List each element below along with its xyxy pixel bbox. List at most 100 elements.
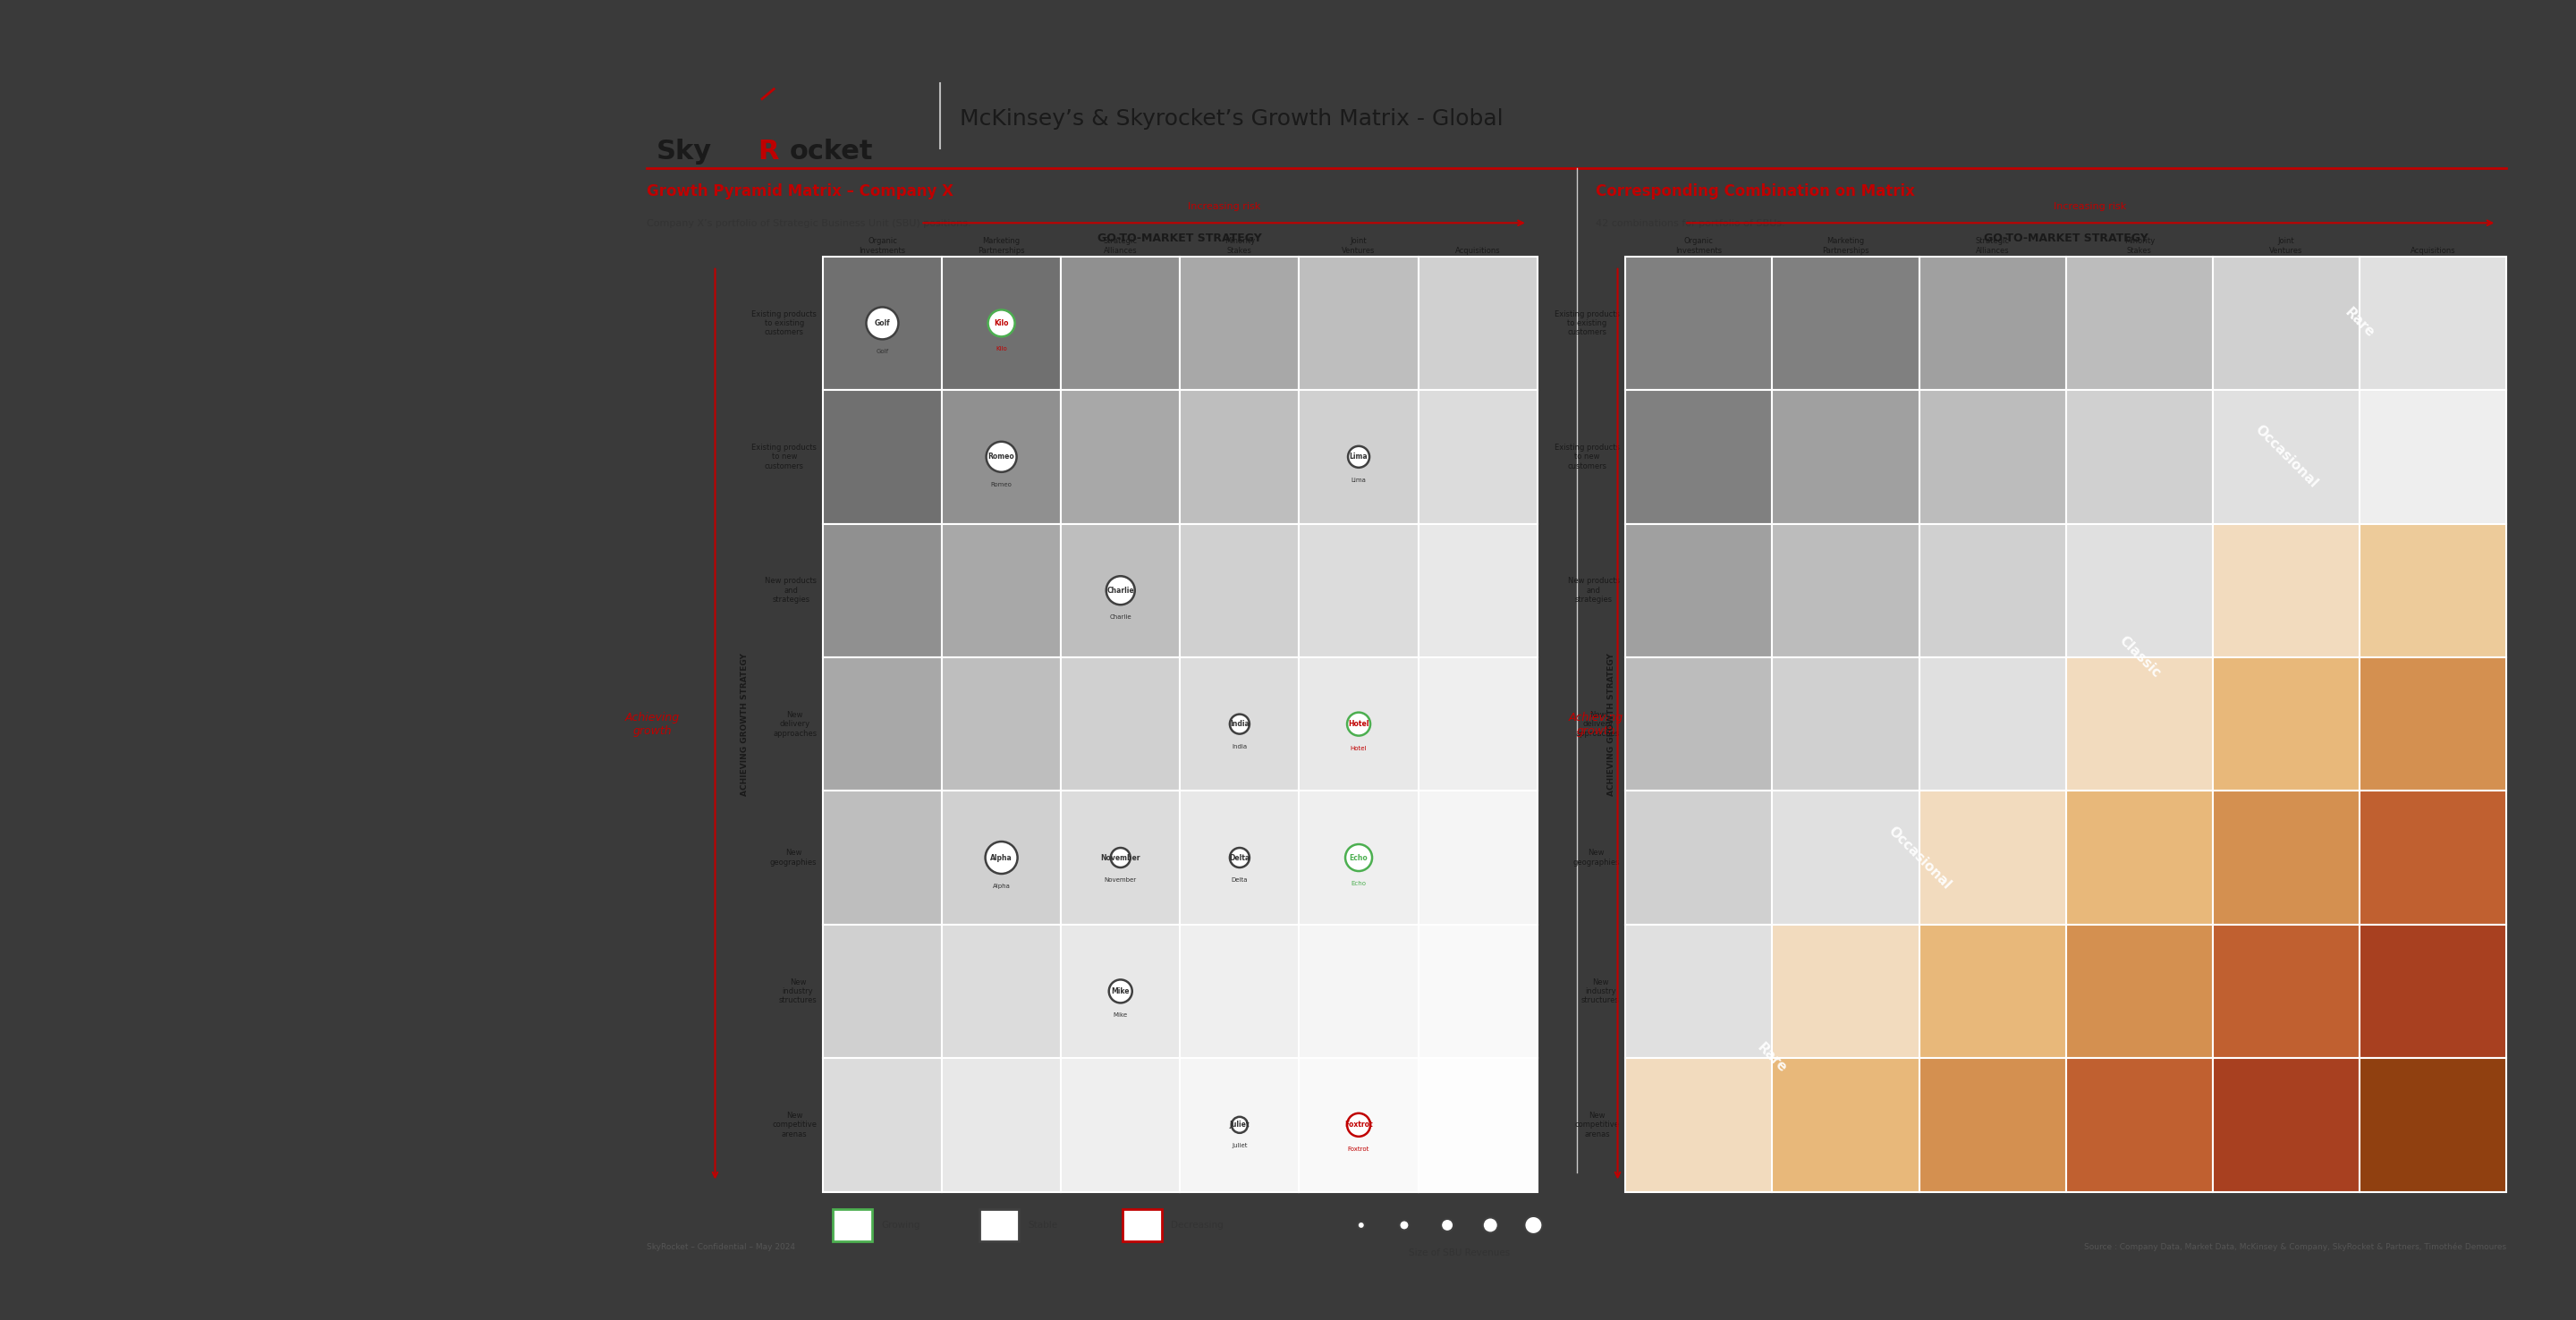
Text: Delta: Delta bbox=[1231, 878, 1247, 883]
Bar bbox=[2066, 791, 2213, 924]
Bar bbox=[1298, 524, 1419, 657]
Text: Increasing risk: Increasing risk bbox=[1188, 202, 1260, 211]
Text: Joint
Ventures: Joint Ventures bbox=[2269, 238, 2303, 255]
Bar bbox=[2360, 389, 2506, 524]
Ellipse shape bbox=[1231, 1117, 1247, 1133]
Bar bbox=[1919, 524, 2066, 657]
Ellipse shape bbox=[987, 842, 1018, 874]
Text: Echo: Echo bbox=[1350, 854, 1368, 862]
Bar bbox=[2360, 256, 2506, 389]
Text: Sky: Sky bbox=[657, 139, 711, 164]
Ellipse shape bbox=[1440, 1218, 1453, 1232]
Bar bbox=[1625, 791, 1772, 924]
Bar bbox=[2066, 924, 2213, 1059]
Ellipse shape bbox=[1347, 1113, 1370, 1137]
Text: Charlie: Charlie bbox=[1108, 586, 1133, 594]
Text: Acquisitions: Acquisitions bbox=[2411, 247, 2455, 255]
Text: New
delivery
approaches: New delivery approaches bbox=[773, 710, 817, 738]
Bar bbox=[2360, 524, 2506, 657]
Text: Lima: Lima bbox=[1352, 478, 1365, 483]
Text: Size of SBU Revenues: Size of SBU Revenues bbox=[1409, 1249, 1510, 1258]
Text: Classic: Classic bbox=[2115, 634, 2164, 681]
Bar bbox=[1419, 1059, 1538, 1192]
Text: Golf: Golf bbox=[876, 350, 889, 355]
Bar bbox=[1772, 791, 1919, 924]
Bar bbox=[1061, 256, 1180, 389]
Bar bbox=[1061, 924, 1180, 1059]
Ellipse shape bbox=[866, 308, 899, 339]
Ellipse shape bbox=[1229, 714, 1249, 734]
Bar bbox=[1772, 389, 1919, 524]
Text: Echo: Echo bbox=[1350, 880, 1365, 886]
Bar bbox=[1772, 256, 1919, 389]
Text: Growth Pyramid Matrix – Company X: Growth Pyramid Matrix – Company X bbox=[647, 183, 953, 199]
Ellipse shape bbox=[1484, 1217, 1499, 1233]
Bar bbox=[1419, 389, 1538, 524]
Bar bbox=[822, 524, 943, 657]
Text: New products
and
strategies: New products and strategies bbox=[1569, 577, 1620, 603]
Text: Rare: Rare bbox=[2342, 306, 2378, 341]
Bar bbox=[1419, 256, 1538, 389]
Bar bbox=[822, 1059, 943, 1192]
Text: Delta: Delta bbox=[1229, 854, 1249, 862]
Ellipse shape bbox=[1105, 576, 1136, 605]
Text: Kilo: Kilo bbox=[997, 346, 1007, 352]
Bar bbox=[1180, 657, 1298, 791]
Bar bbox=[1919, 657, 2066, 791]
Text: ACHIEVING GROWTH STRATEGY: ACHIEVING GROWTH STRATEGY bbox=[739, 652, 750, 796]
Text: Corresponding Combination on Matrix: Corresponding Combination on Matrix bbox=[1597, 183, 1917, 199]
Bar bbox=[943, 924, 1061, 1059]
Ellipse shape bbox=[1525, 1216, 1543, 1234]
Text: Kilo: Kilo bbox=[994, 319, 1010, 327]
Text: Alpha: Alpha bbox=[989, 854, 1012, 862]
Bar bbox=[1919, 1059, 2066, 1192]
Bar bbox=[1419, 657, 1538, 791]
Text: New
industry
structures: New industry structures bbox=[1582, 978, 1620, 1005]
Text: Alpha: Alpha bbox=[992, 883, 1010, 888]
Text: New
industry
structures: New industry structures bbox=[778, 978, 817, 1005]
Bar bbox=[1180, 1059, 1298, 1192]
Bar bbox=[1625, 1059, 1772, 1192]
Text: Occasional: Occasional bbox=[1886, 824, 1953, 891]
Bar bbox=[1061, 1059, 1180, 1192]
Text: Stable: Stable bbox=[1028, 1221, 1059, 1230]
Text: Juliet: Juliet bbox=[1231, 1143, 1247, 1148]
Text: New
geographies: New geographies bbox=[1571, 849, 1620, 866]
Bar bbox=[1919, 389, 2066, 524]
Text: Marketing
Partnerships: Marketing Partnerships bbox=[1821, 238, 1870, 255]
Text: India: India bbox=[1231, 743, 1247, 748]
Bar bbox=[2066, 389, 2213, 524]
Bar bbox=[822, 791, 943, 924]
Bar bbox=[2213, 1059, 2360, 1192]
Text: Acquisitions: Acquisitions bbox=[1455, 247, 1499, 255]
Bar bbox=[1298, 389, 1419, 524]
Bar bbox=[2360, 1059, 2506, 1192]
Bar bbox=[2066, 1059, 2213, 1192]
Text: Occasional: Occasional bbox=[2251, 422, 2321, 491]
Bar bbox=[1298, 1059, 1419, 1192]
Ellipse shape bbox=[1110, 847, 1131, 867]
Bar bbox=[1298, 791, 1419, 924]
Text: November: November bbox=[1100, 854, 1141, 862]
Text: Organic
Investments: Organic Investments bbox=[858, 238, 907, 255]
Text: Existing products
to new
customers: Existing products to new customers bbox=[752, 444, 817, 470]
Bar bbox=[1419, 924, 1538, 1059]
Ellipse shape bbox=[987, 442, 1018, 473]
Text: Rare: Rare bbox=[1754, 1040, 1790, 1076]
Bar bbox=[1625, 256, 1772, 389]
Bar bbox=[1123, 1209, 1162, 1241]
Text: Organic
Investments: Organic Investments bbox=[1674, 238, 1723, 255]
Bar bbox=[943, 524, 1061, 657]
Text: Hotel: Hotel bbox=[1350, 746, 1368, 751]
Text: Foxtrot: Foxtrot bbox=[1347, 1146, 1370, 1152]
Text: Mike: Mike bbox=[1113, 1012, 1128, 1018]
Bar bbox=[822, 924, 943, 1059]
Text: New
delivery
approaches: New delivery approaches bbox=[1577, 710, 1620, 738]
Bar bbox=[1061, 389, 1180, 524]
Text: November: November bbox=[1105, 878, 1136, 883]
Bar bbox=[1772, 1059, 1919, 1192]
Text: Growing: Growing bbox=[881, 1221, 920, 1230]
Text: ACHIEVING GROWTH STRATEGY: ACHIEVING GROWTH STRATEGY bbox=[1607, 652, 1615, 796]
Bar bbox=[1180, 524, 1298, 657]
Text: Mike: Mike bbox=[1110, 987, 1131, 995]
